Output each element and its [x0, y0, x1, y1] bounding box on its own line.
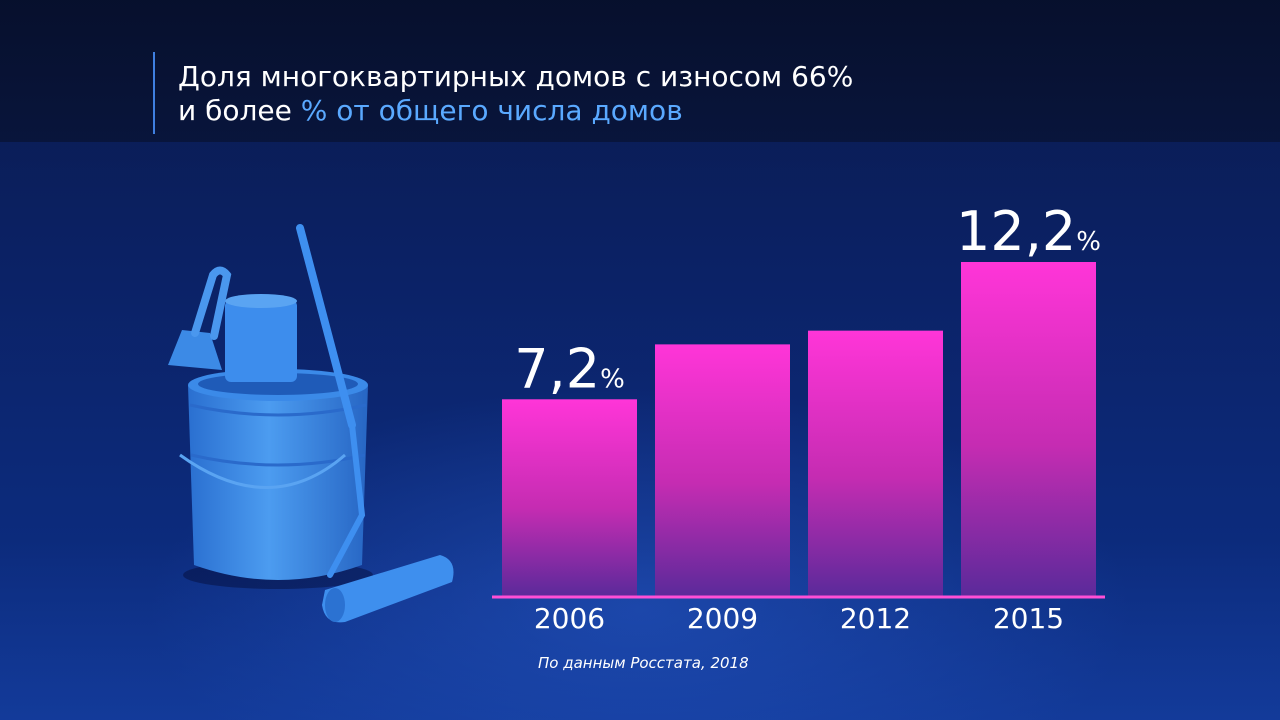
title-band	[0, 0, 1280, 142]
title-unit: % от общего числа домов	[300, 94, 683, 127]
data-label-unit: %	[1076, 227, 1101, 257]
data-labels: 7,2%12,2%	[514, 200, 1101, 400]
chart-title: Доля многоквартирных домов с износом 66%…	[178, 60, 853, 128]
x-tick-label: 2006	[534, 602, 605, 635]
data-label-value: 7,2	[514, 337, 600, 400]
x-tick-label: 2012	[840, 602, 911, 635]
data-label-2015: 12,2%	[956, 200, 1101, 263]
bar-2009	[655, 344, 790, 597]
bar-series	[502, 262, 1096, 597]
bar-2012	[808, 330, 943, 597]
bar-2015	[961, 262, 1096, 597]
data-label-unit: %	[600, 364, 625, 394]
data-label-2006: 7,2%	[514, 337, 625, 400]
x-tick-label: 2009	[687, 602, 758, 635]
title-line-1: Доля многоквартирных домов с износом 66%	[178, 60, 854, 93]
title-line-2: и более	[178, 94, 292, 127]
bar-2006	[502, 399, 637, 597]
x-tick-label: 2015	[993, 602, 1064, 635]
x-axis-ticks: 2006 2009 2012 2015	[534, 602, 1064, 635]
source-note: По данным Росстата, 2018	[538, 654, 749, 672]
data-label-value: 12,2	[956, 200, 1076, 263]
title-rule	[153, 52, 155, 134]
paint-bucket-with-scraper-and-roller-icon	[168, 224, 454, 623]
